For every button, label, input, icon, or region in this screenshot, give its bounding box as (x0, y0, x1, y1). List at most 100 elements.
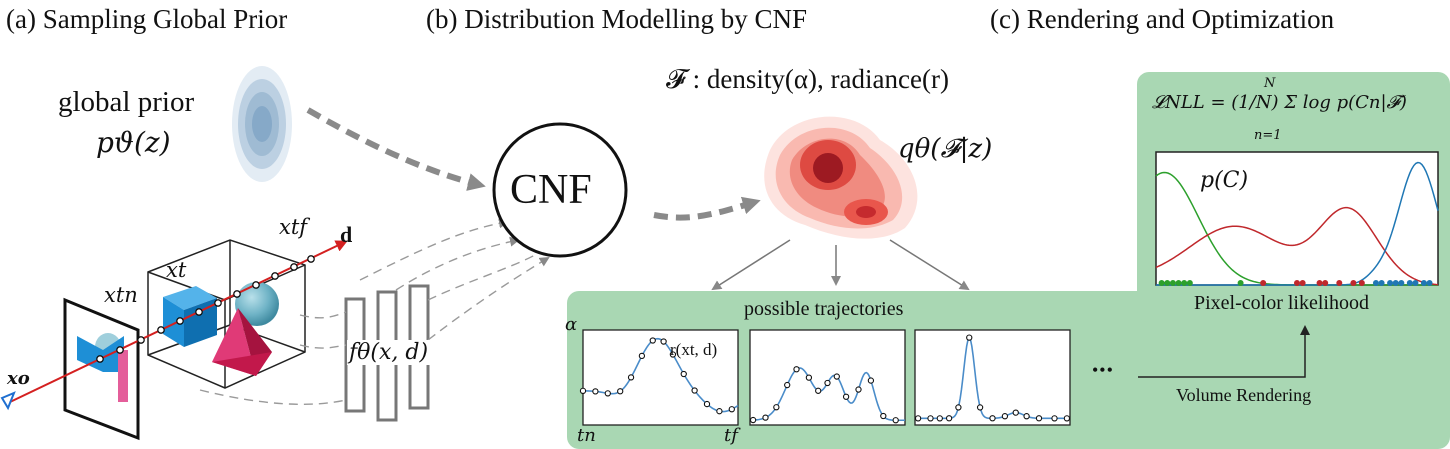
trajectory-sample-point (592, 388, 599, 395)
color-sample-mark (1169, 280, 1176, 286)
trajectory-sample-point (1051, 415, 1058, 422)
trajectory-sample-point (855, 386, 862, 393)
sample-label: xt (166, 258, 187, 282)
trajectory-sample-point (1012, 409, 1019, 416)
trajectory-sample-point (1023, 413, 1030, 420)
color-sample-mark (1294, 280, 1300, 286)
posterior-density (764, 116, 918, 239)
color-sample-mark (1175, 280, 1182, 286)
trajectory-sample-point (716, 408, 723, 415)
color-sample-mark (1316, 280, 1323, 286)
camera-origin-icon (0, 391, 16, 411)
color-sample-mark (1322, 280, 1329, 286)
network-label: fθ(x, d) (347, 340, 431, 365)
volume-rendering-arrow (1138, 325, 1310, 378)
volume-rendering-label: Volume Rendering (1176, 385, 1312, 405)
trajectories-title: possible trajectories (744, 298, 904, 320)
trajectory-sample-point (936, 415, 943, 422)
trajectory-sample-point (833, 373, 840, 380)
ray-origin-label: xo (7, 368, 30, 389)
pixel-density-label: p(C) (1200, 168, 1249, 193)
sample-near-label: xtn (104, 283, 138, 307)
color-sample-mark (1426, 280, 1433, 286)
likelihood-caption: Pixel-color likelihood (1194, 292, 1369, 314)
color-sample-mark (1420, 280, 1427, 286)
blue-cube (163, 286, 217, 347)
panel-c-title: (c) Rendering and Optimization (990, 4, 1335, 34)
trajectory-sample-point (579, 387, 587, 394)
color-sample-mark (1336, 280, 1343, 286)
panel-b-title: (b) Distribution Modelling by CNF (426, 4, 808, 34)
t-far-label: tf (724, 425, 738, 446)
ray-sample-points (96, 255, 315, 363)
trajectory-sample-point (824, 379, 831, 387)
trajectory-sample-point (927, 415, 934, 422)
image-plane (63, 297, 140, 441)
trajectory-sample-point (914, 415, 922, 422)
likelihood-curves (1155, 161, 1439, 286)
trajectory-sample-point (604, 390, 611, 397)
color-sample-mark (1358, 280, 1365, 286)
color-sample-mark (1186, 280, 1193, 286)
color-sample-mark (1412, 280, 1419, 286)
trajectory-plot-1 (579, 329, 739, 426)
field-equation: 𝓕 : density(α), radiance(r) (666, 64, 949, 94)
trajectory-sample-point (680, 370, 687, 378)
trajectory-sample-point (955, 404, 962, 411)
cnf-to-posterior-arrow (653, 196, 761, 221)
trajectory-sample-point (945, 415, 953, 422)
cnf-node (492, 122, 628, 258)
sum-upper-limit: N (1264, 76, 1276, 91)
prior-symbol: pϑ(z) (96, 126, 171, 159)
trajectory-sample-point (649, 337, 656, 344)
color-sample-mark (1260, 280, 1267, 286)
trajectory-sample-point (815, 387, 822, 394)
trajectory-frame (582, 329, 739, 426)
color-sample-mark (1392, 280, 1399, 286)
prior-to-cnf-arrow (306, 107, 486, 191)
trajectory-sample-point (976, 404, 984, 411)
nll-loss-equation: 𝓛NLL = (1/N) Σ log p(Cn|𝓕) (1152, 92, 1407, 113)
color-sample-mark (1387, 280, 1394, 286)
trajectory-sample-point (617, 388, 624, 395)
trajectory-sample-point (793, 366, 800, 373)
scene-to-network-links (199, 218, 550, 405)
cnf-label: CNF (510, 167, 592, 213)
trajectory-sample-point (1001, 413, 1009, 420)
trajectory-sample-point (669, 351, 677, 358)
trajectory-sample-point (638, 352, 646, 360)
prior-label: global prior (58, 86, 195, 118)
color-sample-mark (1299, 280, 1306, 286)
trajectory-plot-2 (749, 329, 906, 426)
curve-label: r(xt, d) (670, 340, 718, 359)
trajectory-sample-point (805, 374, 813, 381)
ray-direction-label: d (340, 222, 353, 247)
trajectory-sample-point (1063, 415, 1071, 422)
trajectory-sample-point (627, 374, 635, 381)
color-sample-mark (1237, 280, 1244, 286)
color-sample-mark (1350, 280, 1357, 286)
trajectory-sample-point (880, 412, 887, 420)
trajectory-sample-point (1035, 415, 1043, 422)
color-sample-mark (1406, 280, 1413, 286)
trajectory-frame (914, 329, 1071, 426)
trajectory-sample-point (784, 381, 791, 389)
likelihood-plot-frame (1155, 151, 1439, 286)
red-pyramid (212, 308, 272, 376)
trajectory-sample-point (842, 393, 850, 400)
t-near-label: tn (577, 425, 596, 446)
trajectory-sample-point (728, 406, 735, 413)
sum-lower-limit: n=1 (1254, 128, 1282, 143)
sample-far-label: xtf (279, 215, 308, 239)
ellipsis: ••• (1092, 360, 1114, 380)
trajectory-plot-3 (914, 329, 1071, 426)
panel-a-title: (a) Sampling Global Prior (6, 4, 288, 34)
trajectory-sample-point (989, 415, 996, 422)
alpha-axis-label: α (565, 314, 578, 335)
color-sample-mark (1372, 280, 1379, 286)
trajectory-sample-point (966, 334, 973, 341)
trajectory-sample-point (703, 400, 711, 408)
posterior-to-trajectories-arrows (711, 239, 970, 291)
color-sample-mark (1398, 280, 1405, 286)
